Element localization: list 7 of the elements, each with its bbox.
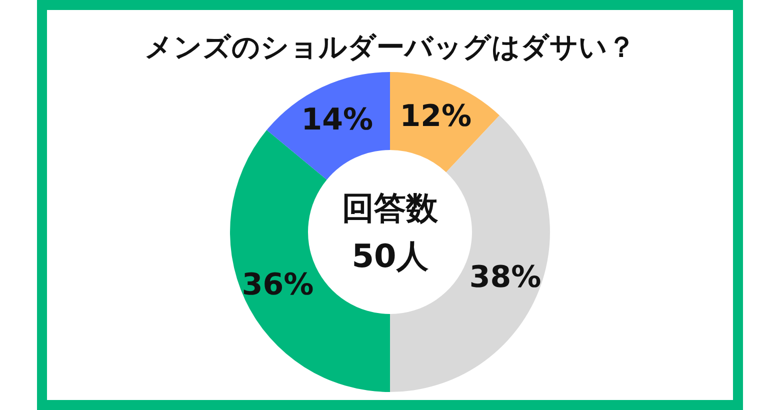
data-label: 36% xyxy=(242,267,314,302)
data-label: 12% xyxy=(400,99,472,134)
text: 回答数 xyxy=(342,189,439,227)
text: 50人 xyxy=(352,237,430,275)
chart-title: メンズのショルダーバッグはダサい？ xyxy=(144,30,636,64)
data-label: 14% xyxy=(301,102,374,138)
data-label: 38% xyxy=(469,260,542,296)
